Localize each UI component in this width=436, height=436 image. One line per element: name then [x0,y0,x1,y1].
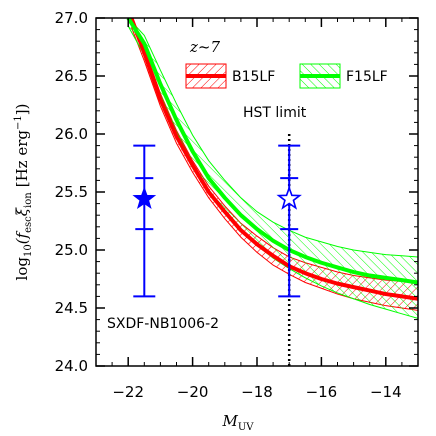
y-tick-label: 27.0 [55,9,88,27]
y-title-close: ]) [13,104,31,116]
legend-entry-f15lf: F15LF [299,63,388,89]
y-title-open: (f [13,230,31,244]
x-tick-label: −16 [306,383,338,401]
data-points [132,144,302,298]
confidence-bands [127,18,418,319]
band-f15lf [128,18,418,319]
legend-label-b15lf: B15LF [232,69,275,85]
y-tick-label: 24.0 [55,357,88,375]
y-title-ion: ion [23,192,34,208]
y-tick-label: 26.0 [55,125,88,143]
legend-entry-b15lf: B15LF [185,63,275,89]
x-axis-title-sub: UV [238,422,254,433]
line-b15lf [129,18,418,301]
y-title-pre: log [13,257,31,281]
y-tick-label: 24.5 [55,299,88,317]
axis-tick-labels: −22 −20 −18 −16 −14 24.0 24.5 25.0 25.5 26.0 26.5 2… [55,9,402,401]
legend-title: z~7 [189,38,220,56]
x-tick-label: −18 [241,383,273,401]
y-axis-title: log10(fescξion [Hz erg−1]) [13,104,34,281]
y-title-units: [Hz erg [13,130,31,188]
y-title-exp: −1 [13,115,24,130]
y-tick-label: 25.5 [55,183,88,201]
line-f15lf [126,18,418,285]
legend: z~7 B15LF F15LF [185,38,388,89]
y-title-esc: esc [23,216,34,233]
band-upper-f15lf [127,18,418,258]
x-axis-title: MUV [221,412,254,433]
x-axis-title-main: M [221,412,238,430]
y-tick-label: 26.5 [55,67,88,85]
axis-ticks [95,17,419,367]
x-tick-label: −22 [112,383,144,401]
y-tick-label: 25.0 [55,241,88,259]
x-tick-label: −14 [370,383,402,401]
object-label: SXDF-NB1006-2 [107,316,219,332]
y-title-base: 10 [23,244,34,257]
y-title-xi: ξ [13,207,31,216]
hst-limit-label: HST limit [243,105,307,121]
x-tick-label: −20 [177,383,209,401]
series-lines [126,18,418,301]
open-star-marker [276,185,302,210]
legend-label-f15lf: F15LF [346,69,388,85]
filled-star-marker [132,186,157,210]
